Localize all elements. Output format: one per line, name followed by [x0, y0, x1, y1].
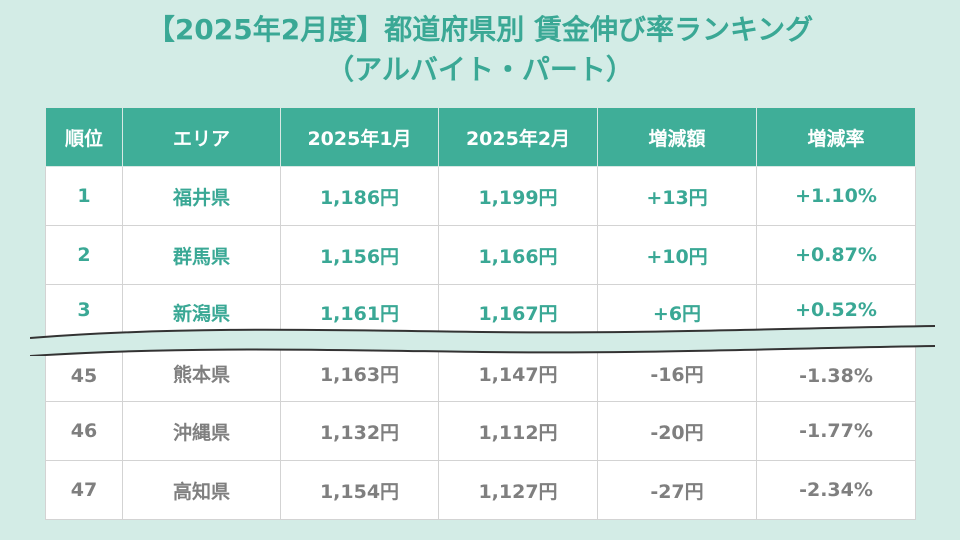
table-row: 1 福井県 1,186円 1,199円 +13円 +1.10% — [45, 166, 916, 226]
cell-feb: 1,167円 — [438, 284, 598, 343]
cell-area: 高知県 — [122, 460, 281, 520]
cell-change-rate: -1.77% — [756, 401, 916, 461]
cell-jan: 1,186円 — [280, 166, 439, 226]
cell-rank: 46 — [45, 401, 123, 461]
cell-area: 沖縄県 — [122, 401, 281, 461]
cell-change-rate: -2.34% — [756, 460, 916, 520]
cell-change-amount: +10円 — [597, 225, 757, 285]
cell-change-amount: +13円 — [597, 166, 757, 226]
cell-change-amount: -27円 — [597, 460, 757, 520]
cell-area: 熊本県 — [122, 343, 281, 402]
cell-jan: 1,154円 — [280, 460, 439, 520]
cell-change-rate: -1.38% — [756, 343, 916, 402]
cell-rank: 47 — [45, 460, 123, 520]
cell-change-amount: +6円 — [597, 284, 757, 343]
table-row: 46 沖縄県 1,132円 1,112円 -20円 -1.77% — [45, 401, 916, 461]
cell-feb: 1,199円 — [438, 166, 598, 226]
cell-rank: 3 — [45, 284, 123, 343]
header-feb: 2025年2月 — [438, 107, 598, 167]
cell-change-rate: +1.10% — [756, 166, 916, 226]
cell-jan: 1,132円 — [280, 401, 439, 461]
cell-rank: 2 — [45, 225, 123, 285]
ranking-table: 順位 エリア 2025年1月 2025年2月 増減額 増減率 1 福井県 1,1… — [45, 107, 916, 520]
cell-change-rate: +0.87% — [756, 225, 916, 285]
cell-feb: 1,112円 — [438, 401, 598, 461]
title-line-2: （アルバイト・パート） — [326, 53, 634, 86]
header-area: エリア — [122, 107, 281, 167]
table-header-row: 順位 エリア 2025年1月 2025年2月 増減額 増減率 — [45, 107, 916, 167]
cell-area: 群馬県 — [122, 225, 281, 285]
cell-jan: 1,156円 — [280, 225, 439, 285]
cell-feb: 1,127円 — [438, 460, 598, 520]
page-title: 【2025年2月度】都道府県別 賃金伸び率ランキング （アルバイト・パート） — [0, 10, 960, 90]
cell-area: 新潟県 — [122, 284, 281, 343]
header-rank: 順位 — [45, 107, 123, 167]
cell-feb: 1,166円 — [438, 225, 598, 285]
cell-change-amount: -16円 — [597, 343, 757, 402]
table-row: 47 高知県 1,154円 1,127円 -27円 -2.34% — [45, 460, 916, 520]
header-jan: 2025年1月 — [280, 107, 439, 167]
cell-jan: 1,163円 — [280, 343, 439, 402]
cell-change-amount: -20円 — [597, 401, 757, 461]
cell-jan: 1,161円 — [280, 284, 439, 343]
title-line-1: 【2025年2月度】都道府県別 賃金伸び率ランキング — [146, 13, 814, 46]
header-change-rate: 増減率 — [756, 107, 916, 167]
cell-change-rate: +0.52% — [756, 284, 916, 343]
cell-feb: 1,147円 — [438, 343, 598, 402]
table-row: 45 熊本県 1,163円 1,147円 -16円 -1.38% — [45, 343, 916, 402]
cell-area: 福井県 — [122, 166, 281, 226]
table-row: 3 新潟県 1,161円 1,167円 +6円 +0.52% — [45, 284, 916, 343]
cell-rank: 1 — [45, 166, 123, 226]
cell-rank: 45 — [45, 343, 123, 402]
header-change-amount: 増減額 — [597, 107, 757, 167]
table-row: 2 群馬県 1,156円 1,166円 +10円 +0.87% — [45, 225, 916, 285]
